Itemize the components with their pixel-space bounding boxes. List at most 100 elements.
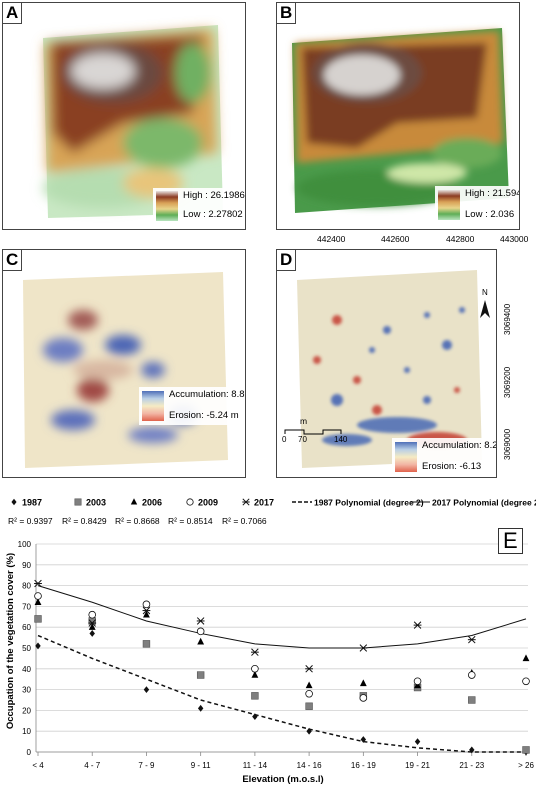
point-2009-4 xyxy=(251,665,259,673)
northing-tick: 3069400 xyxy=(503,303,512,335)
point-2009-8 xyxy=(467,671,476,679)
x-tick-label: > 26 xyxy=(518,761,534,770)
easting-tick: 443000 xyxy=(500,234,529,244)
panel-d-label: D xyxy=(277,250,297,271)
north-label: N xyxy=(482,288,488,297)
scale-tick: 0 xyxy=(282,435,287,444)
legend-trend-label: 1987 Polynomial (degree 2) xyxy=(314,498,424,508)
legend-high-value: High : 26.1986 xyxy=(183,190,245,201)
easting-tick: 442800 xyxy=(446,234,475,244)
point-1987-8 xyxy=(469,746,475,754)
r2-label: R² = 0.8514 xyxy=(168,516,213,526)
y-tick-label: 30 xyxy=(22,686,31,695)
legend-low-value: Low : 2.27802 xyxy=(183,209,243,220)
panel-b-dem-map: B High : 21.594 Low : 2.036 xyxy=(276,2,520,230)
point-1987-6 xyxy=(360,736,367,743)
trendlines xyxy=(37,585,527,753)
panel-b-label: B xyxy=(277,3,297,24)
point-2017-0 xyxy=(34,579,42,588)
panel-a-label: A xyxy=(3,3,23,24)
easting-tick: 442400 xyxy=(317,234,346,244)
panel-a-dem-map: A High : 26.1986 Low : 2.27802 xyxy=(2,2,246,230)
r2-row: R² = 0.9397 R² = 0.8429 R² = 0.8668 R² = 0.… xyxy=(8,516,267,526)
point-2006-4 xyxy=(251,671,259,678)
legend-trend-label: 2017 Polynomial (degree 2) xyxy=(432,498,536,508)
x-axis: < 4 4 - 7 7 - 9 9 - 11 11 - 14 14 - 16 16 - 19… xyxy=(32,751,534,770)
legend-label: 2006 xyxy=(142,498,162,508)
panel-d-change-map: D N m 0 70 140 Accumulation: 8.20 Erosio… xyxy=(276,249,497,478)
dem-raster-b xyxy=(292,28,509,213)
y-tick-label: 90 xyxy=(22,561,31,570)
dod-raster-c xyxy=(23,272,228,468)
y-tick-label: 0 xyxy=(27,748,32,757)
point-2017-1 xyxy=(88,619,97,627)
legend-label: 2009 xyxy=(198,498,218,508)
scale-bar xyxy=(284,429,342,435)
point-1987-2 xyxy=(143,686,150,693)
data-points xyxy=(34,579,530,756)
y-tick-label: 70 xyxy=(22,602,31,611)
scale-unit: m xyxy=(300,416,308,426)
y-tick-label: 80 xyxy=(22,582,31,591)
easting-tick: 442600 xyxy=(381,234,410,244)
point-2006-2 xyxy=(143,610,150,618)
point-2017-4 xyxy=(250,648,259,656)
legend-accumulation: Accumulation: 8.20 xyxy=(422,440,497,451)
vegetation-elevation-chart: 1987 2003 2006 2009 2017 1987 Polynomial (deg… xyxy=(5,498,536,786)
point-2003-5 xyxy=(305,702,313,710)
point-2006-5 xyxy=(305,681,313,689)
r2-label: R² = 0.8668 xyxy=(115,516,160,526)
point-1987-7 xyxy=(414,738,421,745)
legend-label: 2017 xyxy=(254,498,274,508)
point-2009-2 xyxy=(142,600,151,609)
point-2006-1 xyxy=(88,623,96,630)
y-tick-label: 100 xyxy=(18,540,32,549)
point-2009-9 xyxy=(522,677,530,686)
legend-label: 2003 xyxy=(86,498,106,508)
northing-tick: 3069000 xyxy=(503,428,512,460)
point-2006-0 xyxy=(34,598,42,605)
x-tick-label: 14 - 16 xyxy=(297,761,322,770)
point-1987-5 xyxy=(306,727,312,735)
panel-c-legend: Accumulation: 8.82 Erosion: -5.24 m xyxy=(139,387,245,425)
point-2009-1 xyxy=(88,610,97,619)
point-2006-6 xyxy=(359,679,367,687)
y-tick-label: 50 xyxy=(22,644,31,653)
gridlines xyxy=(36,543,528,753)
elevation-color-ramp xyxy=(438,190,460,220)
scale-tick: 140 xyxy=(334,435,348,444)
point-2009-5 xyxy=(305,689,313,698)
point-2009-6 xyxy=(359,694,368,702)
north-arrow xyxy=(480,300,490,318)
point-2003-0 xyxy=(34,615,42,623)
y-axis: 0 10 20 30 40 50 60 70 80 90 100 xyxy=(18,540,37,757)
chart-legend: 1987 2003 2006 2009 2017 1987 Polynomial (deg… xyxy=(11,498,536,508)
x-tick-label: < 4 xyxy=(32,761,44,770)
legend-marker-2009 xyxy=(186,498,194,506)
panel-c-label: C xyxy=(3,250,23,271)
point-2017-5 xyxy=(305,665,314,673)
x-tick-label: 7 - 9 xyxy=(138,761,155,770)
point-2017-3 xyxy=(196,617,205,625)
y-tick-label: 10 xyxy=(22,727,31,736)
r2-label: R² = 0.8429 xyxy=(62,516,107,526)
y-axis-title: Occupation of the vegetation cover (%) xyxy=(5,553,16,729)
panel-a-legend: High : 26.1986 Low : 2.27802 xyxy=(153,188,245,224)
northing-tick: 3069200 xyxy=(503,366,512,398)
legend-marker-2003 xyxy=(74,498,82,506)
point-2009-0 xyxy=(34,592,42,600)
point-2017-8 xyxy=(467,635,476,644)
x-tick-label: 21 - 23 xyxy=(459,761,484,770)
trendline-1987 Polynomial (degree 2) xyxy=(37,634,526,753)
panel-b-legend: High : 21.594 Low : 2.036 xyxy=(435,186,520,224)
dod-raster-d xyxy=(284,270,490,468)
legend-high-value: High : 21.594 xyxy=(465,188,520,199)
x-tick-label: 11 - 14 xyxy=(243,761,268,770)
panel-c-change-map: C Accumulation: 8.82 Erosion: -5.24 m xyxy=(2,249,246,478)
point-1987-1 xyxy=(89,630,95,637)
legend-erosion: Erosion: -6.13 xyxy=(422,461,482,472)
scale-tick: 70 xyxy=(298,435,307,444)
legend-low-value: Low : 2.036 xyxy=(465,209,515,220)
point-2006-9 xyxy=(522,654,530,662)
y-tick-label: 20 xyxy=(22,706,31,715)
